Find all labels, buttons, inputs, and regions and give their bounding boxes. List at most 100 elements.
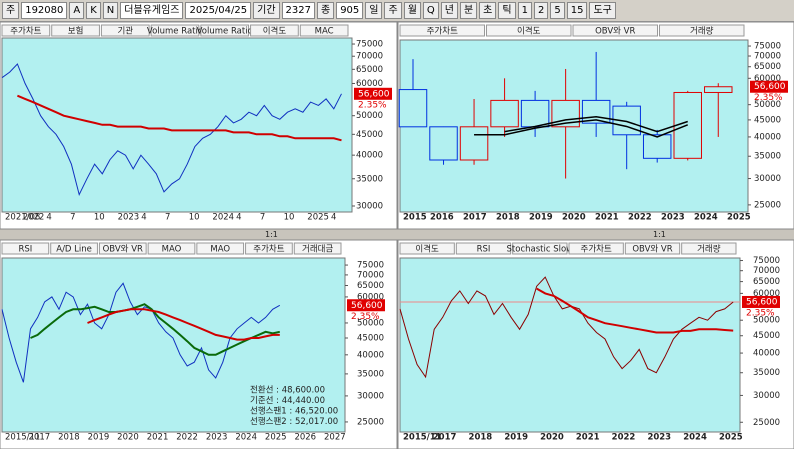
tab[interactable] bbox=[572, 24, 658, 37]
interval-button[interactable]: 1 bbox=[517, 2, 532, 19]
tab[interactable] bbox=[200, 24, 250, 37]
count-field[interactable]: 905 bbox=[336, 2, 364, 19]
interval-button[interactable]: 초 bbox=[479, 2, 497, 19]
tab-label[interactable]: OBV와 VR bbox=[632, 244, 672, 255]
y-tick-label: 75000 bbox=[356, 40, 383, 50]
x-label: 2023 bbox=[661, 213, 685, 223]
tab[interactable] bbox=[455, 242, 512, 255]
tab-label[interactable]: RSI bbox=[18, 245, 32, 255]
toggle-button[interactable]: K bbox=[86, 2, 101, 19]
tab-label[interactable]: 주가차트 bbox=[253, 245, 284, 255]
y-tick-label: 75000 bbox=[357, 261, 384, 271]
tab-label[interactable]: 주가차트 bbox=[427, 27, 458, 37]
tab-label[interactable]: Volume Ratio bbox=[197, 27, 253, 37]
price-tag bbox=[347, 299, 385, 312]
tab-label[interactable]: Volume Ratio bbox=[147, 27, 203, 37]
toggle-button[interactable]: N bbox=[102, 2, 119, 19]
tab[interactable] bbox=[50, 242, 98, 255]
tab[interactable] bbox=[399, 24, 485, 37]
y-tick-label: 75000 bbox=[754, 42, 781, 52]
tab[interactable] bbox=[1, 242, 50, 255]
tab[interactable] bbox=[196, 242, 245, 255]
interval-button[interactable]: 월 bbox=[403, 2, 421, 19]
tab[interactable] bbox=[681, 242, 737, 255]
tab[interactable] bbox=[1, 24, 51, 37]
interval-button[interactable]: 주 bbox=[384, 2, 402, 19]
x-label: 4 bbox=[236, 213, 241, 223]
tab-label[interactable]: 거래량 bbox=[690, 26, 714, 37]
tab-label[interactable]: 이격도 bbox=[517, 26, 541, 37]
tab[interactable] bbox=[486, 24, 572, 37]
tab[interactable] bbox=[293, 242, 342, 255]
tab-label[interactable]: 주가차트 bbox=[581, 245, 612, 255]
toggle-button[interactable]: A bbox=[69, 2, 85, 19]
tab-label[interactable]: Stochastic Slow bbox=[507, 245, 574, 255]
tab-label[interactable]: MAO bbox=[162, 245, 182, 255]
tab-label[interactable]: MAO bbox=[210, 245, 230, 255]
ma2-line bbox=[87, 308, 280, 341]
y-tick-label: 60000 bbox=[356, 79, 383, 89]
tab[interactable] bbox=[51, 24, 100, 37]
tab[interactable] bbox=[100, 24, 150, 37]
date-field[interactable]: 2025/04/25 bbox=[185, 2, 252, 19]
y-tick-label: 70000 bbox=[356, 52, 383, 62]
tab-label[interactable]: A/D Line bbox=[56, 245, 92, 255]
tab[interactable] bbox=[150, 24, 200, 37]
tab[interactable] bbox=[250, 24, 299, 37]
period-field[interactable]: 2327 bbox=[281, 2, 315, 19]
tab-label[interactable]: 기관 bbox=[117, 26, 133, 37]
interval-button[interactable]: Q bbox=[422, 2, 439, 19]
tab[interactable] bbox=[624, 242, 681, 255]
y-tick-label: 65000 bbox=[356, 65, 383, 75]
tab[interactable] bbox=[659, 24, 745, 37]
y-tick-label: 70000 bbox=[357, 270, 384, 280]
price-label: 56,600 bbox=[351, 301, 383, 311]
plot-area bbox=[1, 37, 353, 213]
interval-button[interactable]: 틱 bbox=[498, 2, 516, 19]
tab[interactable] bbox=[512, 242, 568, 255]
interval-button[interactable]: 분 bbox=[459, 2, 478, 19]
close-line bbox=[1, 282, 281, 383]
tab-label[interactable]: MAC bbox=[315, 27, 334, 37]
stock-code[interactable]: 192080 bbox=[21, 2, 68, 19]
tab-label[interactable]: OBV와 VR bbox=[103, 244, 143, 255]
tab-label[interactable]: 이격도 bbox=[263, 26, 287, 37]
interval-button[interactable]: 5 bbox=[550, 2, 565, 19]
tab-label[interactable]: 보험 bbox=[68, 27, 84, 37]
tab-label[interactable]: 거래대금 bbox=[302, 245, 333, 255]
market-button[interactable]: 주 bbox=[2, 2, 20, 19]
tab-label[interactable]: RSI bbox=[477, 245, 491, 255]
x-label: 2026 bbox=[294, 433, 316, 443]
tools-button[interactable]: 도구 bbox=[589, 2, 616, 19]
x-label: 2023 bbox=[647, 433, 671, 443]
tab[interactable] bbox=[299, 24, 349, 37]
separator-strip bbox=[0, 229, 794, 240]
tab-label[interactable]: 이격도 bbox=[415, 244, 439, 255]
y-tick-label: 50000 bbox=[356, 111, 383, 121]
interval-button[interactable]: 일 bbox=[365, 2, 383, 19]
close-line bbox=[399, 276, 734, 379]
x-label: 2019 bbox=[88, 433, 110, 443]
tab-label[interactable]: 주가차트 bbox=[10, 27, 41, 37]
tab[interactable] bbox=[147, 242, 196, 255]
tab[interactable] bbox=[245, 242, 293, 255]
tab[interactable] bbox=[98, 242, 147, 255]
y-tick-label: 35000 bbox=[356, 174, 383, 184]
tab[interactable] bbox=[399, 242, 455, 255]
tab-label[interactable]: OBV와 VR bbox=[595, 26, 635, 37]
tab-label[interactable]: 거래량 bbox=[697, 244, 721, 255]
candle-body bbox=[429, 126, 458, 161]
x-label: 2016 bbox=[430, 213, 454, 223]
plot-area bbox=[1, 257, 346, 433]
y-tick-label: 50000 bbox=[754, 100, 781, 110]
x-label: 2015/11 bbox=[403, 433, 442, 443]
tab[interactable] bbox=[568, 242, 624, 255]
x-label: 7 bbox=[70, 213, 75, 223]
y-tick-label: 30000 bbox=[754, 174, 781, 184]
interval-button[interactable]: 15 bbox=[566, 2, 588, 19]
interval-button[interactable]: 2 bbox=[533, 2, 549, 19]
plot-area bbox=[399, 257, 741, 433]
interval-button[interactable]: 년 bbox=[440, 2, 458, 19]
change-label: 2.35% bbox=[746, 308, 775, 318]
ichimoku-label: 선행스팬2 : 52,017.00 bbox=[250, 416, 338, 427]
